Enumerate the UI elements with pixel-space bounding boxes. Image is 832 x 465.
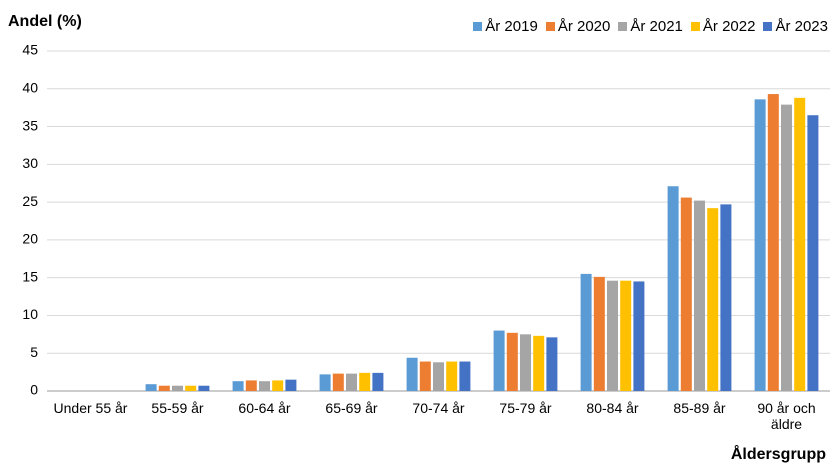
legend-swatch xyxy=(618,22,628,31)
bar xyxy=(406,357,418,391)
legend-label: År 2019 xyxy=(485,18,538,35)
legend-label: År 2023 xyxy=(775,18,828,35)
bar xyxy=(446,361,458,391)
bar xyxy=(419,361,431,391)
bar xyxy=(259,381,270,391)
bar xyxy=(493,330,505,391)
y-tick-label: 0 xyxy=(30,382,38,398)
legend-swatch xyxy=(545,22,555,31)
bar xyxy=(232,381,244,391)
y-tick-label: 15 xyxy=(22,268,38,284)
bar xyxy=(158,385,170,391)
y-tick-label: 35 xyxy=(22,117,38,133)
bar xyxy=(580,273,592,391)
legend-label: År 2021 xyxy=(630,18,683,35)
x-tick-label: 80-84 år xyxy=(586,400,639,416)
bar xyxy=(285,379,297,391)
legend-swatch xyxy=(763,22,773,31)
legend-swatch xyxy=(473,22,483,31)
bar xyxy=(506,332,518,391)
x-axis-label: Åldersgrupp xyxy=(731,444,826,463)
x-tick-label: 55-59 år xyxy=(151,400,204,416)
bar xyxy=(272,380,284,391)
y-tick-label: 30 xyxy=(22,155,38,171)
bar xyxy=(359,372,371,391)
bar xyxy=(794,97,806,391)
y-tick-label: 45 xyxy=(22,42,38,58)
x-tick-label: 85-89 år xyxy=(673,400,726,416)
bar xyxy=(781,104,792,392)
legend: År 2019 År 2020 År 2021 År 2022 År 2023 xyxy=(473,18,828,35)
bar xyxy=(520,334,531,391)
bar xyxy=(319,374,331,391)
x-tick-label: 70-74 år xyxy=(412,400,465,416)
bar xyxy=(185,385,197,391)
y-tick-label: 25 xyxy=(22,193,38,209)
x-tick-label: 60-64 år xyxy=(238,400,291,416)
bar xyxy=(533,335,545,391)
bar xyxy=(546,337,558,391)
bar xyxy=(720,204,732,391)
legend-label: År 2022 xyxy=(702,18,756,35)
x-tick-label: 75-79 år xyxy=(499,400,552,416)
bar xyxy=(433,362,444,391)
bar xyxy=(332,373,344,391)
bar xyxy=(754,99,766,391)
legend-item: År 2019 xyxy=(473,18,538,35)
bar xyxy=(620,280,632,391)
bar xyxy=(172,385,183,391)
bar xyxy=(607,280,618,391)
bar xyxy=(459,361,471,391)
bar xyxy=(633,281,645,391)
bar xyxy=(680,197,692,391)
bar xyxy=(372,372,384,391)
x-tick-label: 65-69 år xyxy=(325,400,378,416)
bar xyxy=(346,373,357,391)
legend-item: År 2020 xyxy=(545,18,611,35)
bar xyxy=(593,276,605,391)
legend-label: År 2020 xyxy=(557,18,611,35)
bar xyxy=(667,186,679,391)
bar xyxy=(145,384,157,391)
bar xyxy=(807,115,819,391)
y-axis-label: Andel (%) xyxy=(8,13,82,30)
legend-item: År 2021 xyxy=(618,18,683,35)
bar xyxy=(694,200,705,391)
legend-item: År 2022 xyxy=(690,18,756,35)
x-tick-label: 90 år och äldre xyxy=(757,400,816,432)
legend-swatch xyxy=(690,22,700,31)
bar xyxy=(245,380,257,391)
legend-item: År 2023 xyxy=(763,18,828,35)
x-tick-label: Under 55 år xyxy=(53,400,128,416)
y-tick-label: 5 xyxy=(30,344,38,360)
y-tick-label: 10 xyxy=(22,306,38,322)
bar xyxy=(198,385,210,391)
y-tick-label: 20 xyxy=(22,231,38,247)
bar xyxy=(707,208,719,391)
y-tick-label: 40 xyxy=(22,79,38,95)
bar xyxy=(767,94,779,392)
